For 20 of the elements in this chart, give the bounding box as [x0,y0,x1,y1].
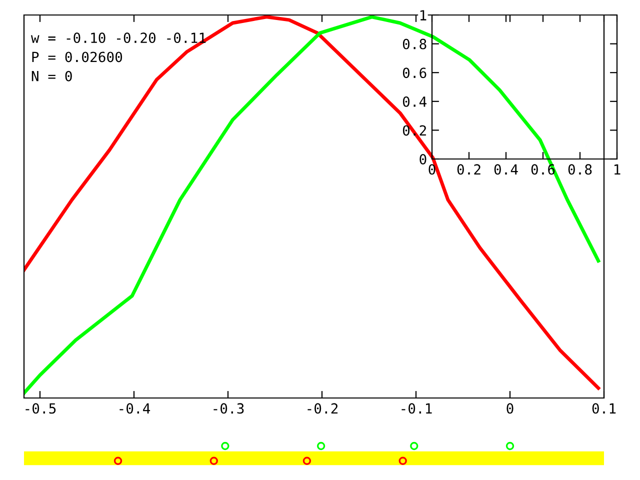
x-tick-label: 0.4 [494,164,518,175]
annotation: w = -0.10 -0.20 -0.11 [30,32,206,44]
x-tick-label: 0.2 [457,164,480,175]
x-tick-label: 0.1 [592,403,616,414]
x-tick-label: 0 [428,164,436,175]
y-tick-label: 1 [420,10,426,20]
x-tick-label: -0.5 [26,403,56,414]
y-tick-label: 0.4 [402,96,426,107]
x-tick-label: 1 [614,164,620,174]
x-tick-label: -0.1 [402,403,432,414]
y-tick-label: 0 [420,154,426,165]
x-tick-label: 0 [506,403,514,414]
x-tick-label: -0.3 [214,403,244,414]
x-tick-label: -0.2 [308,403,338,414]
x-tick-label: 0.8 [568,164,592,175]
y-tick-label: 0.8 [402,38,426,50]
x-tick-label: -0.4 [120,403,150,414]
annotation: P = 0.02600 [32,52,122,62]
y-tick-label: 0.6 [402,68,426,78]
annotation: N = 0 [32,70,72,82]
